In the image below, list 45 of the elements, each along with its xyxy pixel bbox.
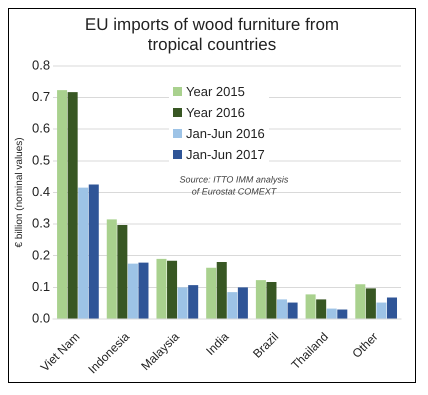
bar	[288, 302, 298, 319]
bar	[316, 299, 326, 319]
legend-label: Jan-Jun 2017	[186, 147, 265, 162]
chart-title: EU imports of wood furniture from tropical countries	[84, 15, 340, 55]
bar	[167, 260, 178, 319]
bar	[326, 308, 337, 319]
bar	[106, 219, 117, 319]
legend-label: Year 2015	[186, 84, 245, 99]
bar	[57, 90, 68, 319]
bar	[366, 288, 376, 319]
legend-label: Year 2016	[186, 105, 245, 120]
legend-label: Jan-Jun 2016	[186, 126, 265, 141]
y-tick-label: 0.8	[32, 57, 50, 72]
bar	[227, 292, 238, 319]
annotation: Source: ITTO IMM analysis	[180, 174, 289, 184]
bar	[206, 268, 216, 319]
y-tick-label: 0.4	[32, 184, 50, 199]
y-tick-label: 0.6	[32, 120, 50, 136]
y-tick-label: 0.0	[32, 310, 50, 326]
bar	[386, 297, 398, 319]
bar	[238, 287, 248, 319]
bar	[88, 184, 99, 319]
bar	[216, 262, 227, 319]
bar	[78, 188, 88, 319]
bar	[128, 264, 138, 319]
y-tick-label: 0.1	[32, 278, 50, 294]
bar	[117, 225, 128, 319]
bar	[156, 258, 167, 319]
y-tick-label: 0.2	[32, 247, 50, 262]
y-axis-title: € billion (nominal values)	[14, 137, 25, 248]
annotation: of Eurostat COMEXT	[192, 186, 278, 196]
bar	[188, 285, 198, 319]
bar	[277, 299, 288, 319]
y-tick-label: 0.5	[32, 152, 50, 168]
y-tick-label: 0.7	[32, 89, 50, 104]
bar	[266, 282, 276, 319]
bar	[306, 294, 316, 319]
bar	[376, 302, 386, 319]
bar	[68, 92, 78, 319]
y-tick-label: 0.3	[32, 216, 50, 231]
bar	[355, 284, 366, 319]
bar	[138, 262, 148, 319]
bar	[337, 310, 348, 319]
bar	[256, 280, 266, 319]
bar	[178, 287, 188, 319]
